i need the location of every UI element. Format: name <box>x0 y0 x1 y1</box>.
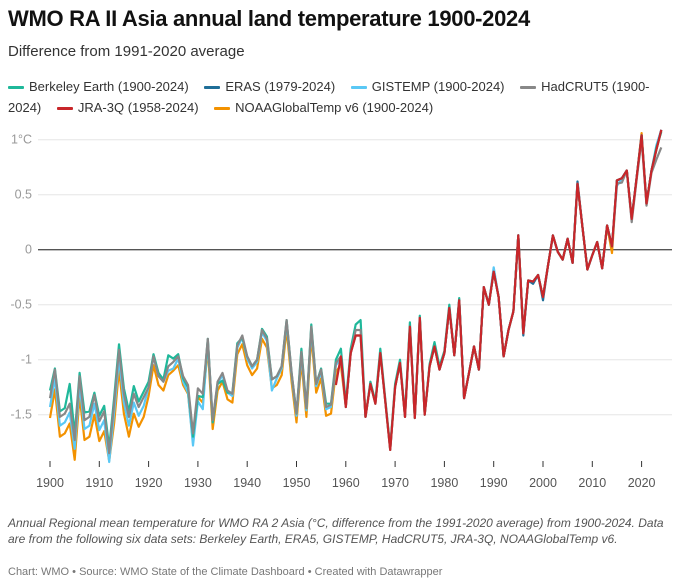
x-tick-label: 1920 <box>135 476 163 490</box>
y-tick-label: 1°C <box>11 133 32 147</box>
series-line-jra-3q <box>334 129 663 451</box>
legend-label: HadCRUT5 (1900-2024) <box>8 79 650 115</box>
chart-footer: Chart: WMO • Source: WMO State of the Cl… <box>8 566 443 578</box>
x-tick-label: 1990 <box>480 476 508 490</box>
legend-label: NOAAGlobalTemp v6 (1900-2024) <box>235 100 434 115</box>
x-tick-label: 1950 <box>283 476 311 490</box>
y-tick-label: -1 <box>21 353 32 367</box>
y-tick-label: -1.5 <box>10 408 32 422</box>
legend-swatch <box>520 86 537 90</box>
chart-notes: Annual Regional mean temperature for WMO… <box>8 516 664 546</box>
series-line-hadcrut5 <box>48 138 663 455</box>
legend-swatch <box>8 86 24 90</box>
x-tick-label: 1910 <box>85 476 113 490</box>
legend-item-gistemp: GISTEMP (1900-2024) <box>350 79 505 94</box>
legend-item-hadcrut5: HadCRUT5 (1900-2024) <box>8 79 650 115</box>
legend-swatch <box>56 107 73 111</box>
legend-label: GISTEMP (1900-2024) <box>371 79 505 94</box>
x-tick-label: 1980 <box>430 476 458 490</box>
series-line-gistemp <box>48 129 663 464</box>
x-tick-label: 1900 <box>36 476 64 490</box>
legend: Berkeley Earth (1900-2024) ERAS (1979-20… <box>8 76 668 118</box>
chart-title: WMO RA II Asia annual land temperature 1… <box>8 6 530 31</box>
legend-swatch <box>350 86 367 90</box>
legend-item-noaa: NOAAGlobalTemp v6 (1900-2024) <box>214 100 433 115</box>
x-tick-label: 1940 <box>233 476 261 490</box>
x-tick-label: 2000 <box>529 476 557 490</box>
legend-item-berkeley: Berkeley Earth (1900-2024) <box>8 79 189 94</box>
y-tick-label: 0.5 <box>15 188 32 202</box>
chart-subtitle: Difference from 1991-2020 average <box>8 43 245 60</box>
y-tick-label: -0.5 <box>10 298 32 312</box>
legend-item-jra3q: JRA-3Q (1958-2024) <box>56 100 199 115</box>
x-tick-label: 1960 <box>332 476 360 490</box>
legend-swatch <box>204 86 221 90</box>
legend-label: JRA-3Q (1958-2024) <box>77 100 199 115</box>
x-tick-label: 1970 <box>381 476 409 490</box>
x-tick-label: 2020 <box>628 476 656 490</box>
legend-item-era5: ERAS (1979-2024) <box>204 79 335 94</box>
legend-swatch <box>214 107 231 111</box>
y-tick-label: 0 <box>25 243 32 257</box>
x-tick-label: 1930 <box>184 476 212 490</box>
legend-label: ERAS (1979-2024) <box>225 79 336 94</box>
x-tick-label: 2010 <box>578 476 606 490</box>
legend-label: Berkeley Earth (1900-2024) <box>29 79 189 94</box>
